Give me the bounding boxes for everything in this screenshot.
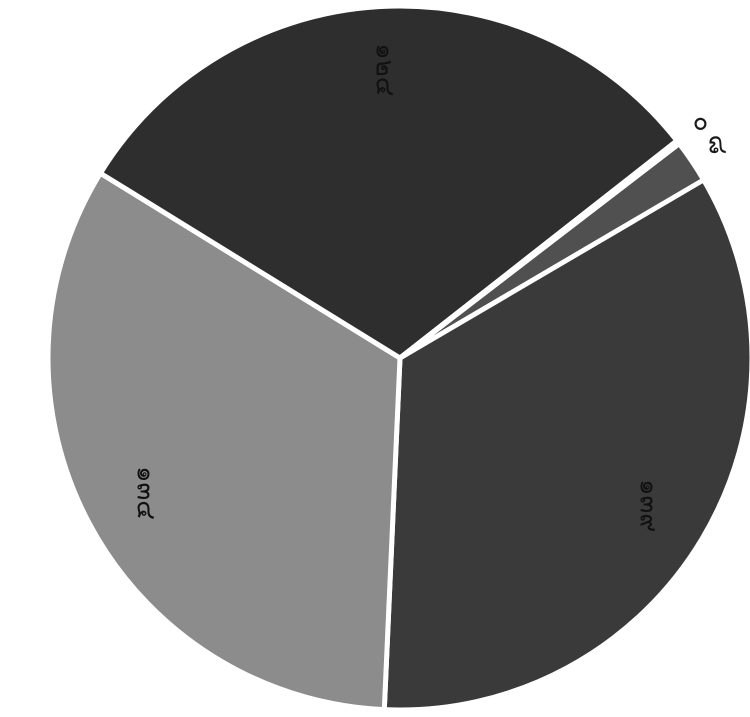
pie-slices [45, 3, 750, 713]
slice-label: ๑๓๙ [633, 479, 663, 532]
slice-label: ๐ [687, 116, 717, 132]
pie-slice [97, 3, 680, 361]
pie-slice [381, 174, 750, 713]
pie-slice [397, 141, 707, 361]
pie-slice [45, 170, 403, 713]
slice-label: ๑๓๔ [130, 466, 160, 520]
slice-label: ๘ [702, 135, 732, 155]
slice-label: ๑๒๔ [369, 43, 399, 96]
